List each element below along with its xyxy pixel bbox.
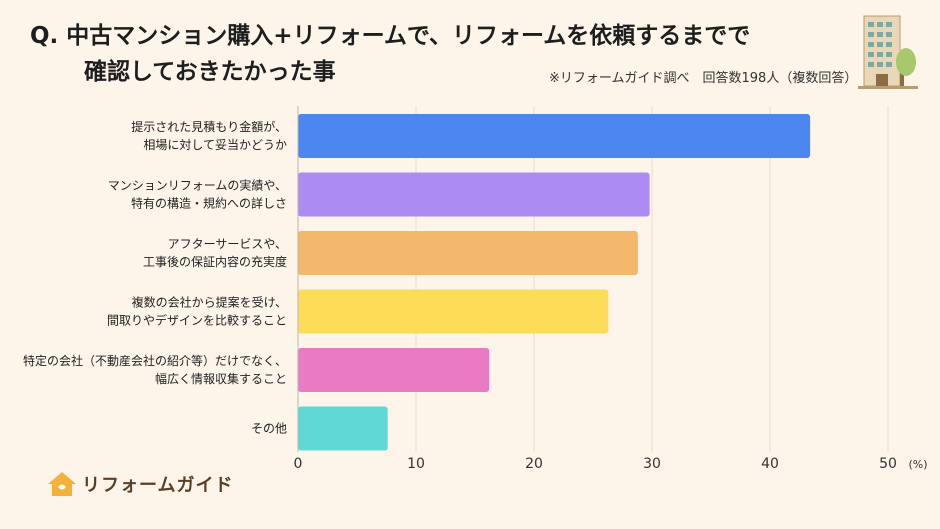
category-label-line: マンションリフォームの実績や、 [108, 178, 287, 193]
category-label: 複数の会社から提案を受け、間取りやデザインを比較すること [107, 295, 287, 328]
x-tick-label: 0 [294, 456, 303, 472]
survey-note: ※リフォームガイド調べ 回答数198人（複数回答） [549, 71, 858, 86]
bar [298, 406, 388, 451]
page-title: Q. 中古マンション購入+リフォームで、リフォームを依頼するまでで 確認しておき… [30, 18, 750, 90]
category-label: 提示された見積もり金額が、相場に対して妥当かどうか [131, 119, 287, 152]
x-tick-label: 30 [643, 456, 661, 472]
category-label-line: 幅広く情報収集すること [155, 371, 287, 386]
category-label-line: 提示された見積もり金額が、 [131, 119, 287, 134]
bar [298, 172, 650, 217]
category-label-line: その他 [251, 422, 287, 436]
category-label: マンションリフォームの実績や、特有の構造・規約への詳しさ [108, 178, 287, 211]
bar [298, 289, 609, 334]
category-label-line: 工事後の保証内容の充実度 [143, 254, 287, 269]
bar [298, 348, 490, 392]
category-label: アフターサービスや、工事後の保証内容の充実度 [143, 237, 287, 269]
bar [298, 231, 638, 275]
category-label-line: アフターサービスや、 [168, 237, 287, 251]
category-label-line: 相場に対して妥当かどうか [143, 138, 287, 152]
category-label-line: 特有の構造・規約への詳しさ [131, 196, 287, 211]
x-tick-label: 40 [761, 456, 779, 472]
bar [298, 114, 811, 158]
x-tick-label: 50 [879, 456, 897, 472]
site-logo: リフォームガイド [46, 470, 233, 498]
category-label-line: 複数の会社から提案を受け、 [132, 295, 287, 310]
category-label: 特定の会社（不動産会社の紹介等）だけでなく、幅広く情報収集すること [23, 353, 287, 386]
x-tick-label: 10 [407, 456, 425, 472]
title-line-2: 確認しておきたかった事 [84, 59, 336, 85]
category-label-line: 特定の会社（不動産会社の紹介等）だけでなく、 [23, 353, 287, 368]
logo-text: リフォームガイド [82, 475, 234, 496]
category-label-line: 間取りやデザインを比較すること [107, 313, 287, 328]
x-tick-label: 20 [525, 456, 543, 472]
category-label: その他 [251, 422, 287, 436]
x-unit-label: (%) [908, 458, 927, 471]
apartment-building-icon [856, 12, 920, 96]
house-logo-icon [48, 472, 76, 496]
title-line-1: Q. 中古マンション購入+リフォームで、リフォームを依頼するまでで [30, 23, 751, 49]
